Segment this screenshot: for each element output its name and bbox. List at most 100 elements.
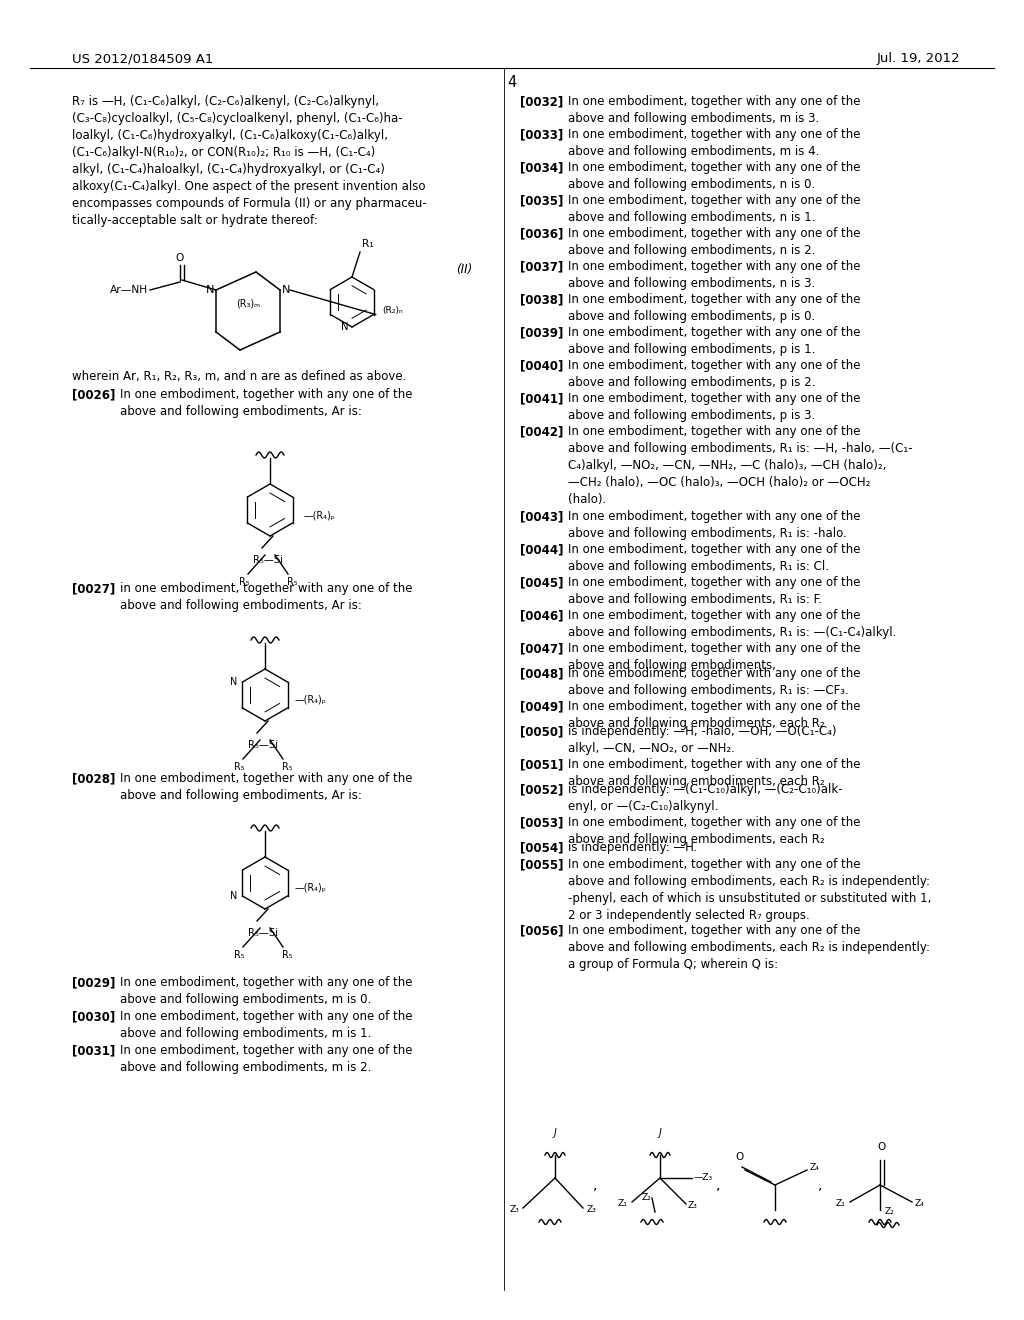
- Text: In one embodiment, together with any one of the
above and following embodiments,: In one embodiment, together with any one…: [568, 260, 860, 290]
- Text: Z₄: Z₄: [810, 1163, 820, 1172]
- Text: [0033]: [0033]: [520, 128, 563, 141]
- Text: Z₁: Z₁: [837, 1200, 846, 1209]
- Text: US 2012/0184509 A1: US 2012/0184509 A1: [72, 51, 213, 65]
- Text: [0046]: [0046]: [520, 609, 563, 622]
- Text: [0038]: [0038]: [520, 293, 563, 306]
- Text: [0053]: [0053]: [520, 816, 563, 829]
- Text: Z₃: Z₃: [688, 1201, 698, 1210]
- Text: (II): (II): [456, 263, 472, 276]
- Text: In one embodiment, together with any one of the
above and following embodiments,: In one embodiment, together with any one…: [568, 194, 860, 224]
- Text: is independently: —H, -halo, —OH, —O(C₁-C₄)
alkyl, —CN, —NO₂, or —NH₂.: is independently: —H, -halo, —OH, —O(C₁-…: [568, 725, 837, 755]
- Text: Z₃: Z₃: [587, 1205, 597, 1214]
- Text: [0037]: [0037]: [520, 260, 563, 273]
- Text: [0030]: [0030]: [72, 1010, 116, 1023]
- Text: ,: ,: [593, 1177, 597, 1192]
- Text: [0048]: [0048]: [520, 667, 563, 680]
- Text: R₇ is —H, (C₁-C₆)alkyl, (C₂-C₆)alkenyl, (C₂-C₆)alkynyl,
(C₃-C₈)cycloalkyl, (C₅-C: R₇ is —H, (C₁-C₆)alkyl, (C₂-C₆)alkenyl, …: [72, 95, 427, 227]
- Text: In one embodiment, together with any one of the
above and following embodiments,: In one embodiment, together with any one…: [568, 161, 860, 191]
- Text: In one embodiment, together with any one of the
above and following embodiments,: In one embodiment, together with any one…: [568, 667, 860, 697]
- Text: In one embodiment, together with any one of the
above and following embodiments,: In one embodiment, together with any one…: [120, 1010, 413, 1040]
- Text: [0031]: [0031]: [72, 1044, 116, 1057]
- Text: [0052]: [0052]: [520, 783, 563, 796]
- Text: In one embodiment, together with any one of the
above and following embodiments,: In one embodiment, together with any one…: [120, 772, 413, 803]
- Text: —Z₃: —Z₃: [694, 1173, 713, 1183]
- Text: [0055]: [0055]: [520, 858, 563, 871]
- Text: wherein Ar, R₁, R₂, R₃, m, and n are as defined as above.: wherein Ar, R₁, R₂, R₃, m, and n are as …: [72, 370, 407, 383]
- Text: [0044]: [0044]: [520, 543, 563, 556]
- Text: In one embodiment, together with any one of the
above and following embodiments,: In one embodiment, together with any one…: [568, 326, 860, 356]
- Text: N: N: [229, 677, 237, 686]
- Text: [0049]: [0049]: [520, 700, 563, 713]
- Text: Ar—NH: Ar—NH: [110, 285, 148, 294]
- Text: In one embodiment, together with any one of the
above and following embodiments,: In one embodiment, together with any one…: [568, 359, 860, 389]
- Text: O: O: [176, 253, 184, 263]
- Text: R₅: R₅: [287, 577, 297, 587]
- Text: ,: ,: [818, 1177, 822, 1192]
- Text: Z₂: Z₂: [885, 1208, 895, 1217]
- Text: R₅—Si: R₅—Si: [248, 928, 278, 939]
- Text: [0036]: [0036]: [520, 227, 563, 240]
- Text: In one embodiment, together with any one of the
above and following embodiments,: In one embodiment, together with any one…: [568, 425, 912, 506]
- Text: J: J: [658, 1129, 662, 1138]
- Text: Jul. 19, 2012: Jul. 19, 2012: [877, 51, 961, 65]
- Text: [0041]: [0041]: [520, 392, 563, 405]
- Text: —(R₄)ₚ: —(R₄)ₚ: [295, 883, 327, 894]
- Text: [0026]: [0026]: [72, 388, 116, 401]
- Text: [0043]: [0043]: [520, 510, 563, 523]
- Text: In one embodiment, together with any one of the
above and following embodiments,: In one embodiment, together with any one…: [568, 95, 860, 125]
- Text: [0029]: [0029]: [72, 975, 116, 989]
- Text: [0034]: [0034]: [520, 161, 563, 174]
- Text: R₁: R₁: [362, 239, 374, 249]
- Text: N: N: [229, 891, 237, 902]
- Text: In one embodiment, together with any one of the
above and following embodiments,: In one embodiment, together with any one…: [568, 392, 860, 422]
- Text: is independently: —H.: is independently: —H.: [568, 841, 697, 854]
- Text: [0032]: [0032]: [520, 95, 563, 108]
- Text: In one embodiment, together with any one of the
above and following embodiments,: In one embodiment, together with any one…: [120, 388, 413, 418]
- Text: In one embodiment, together with any one of the
above and following embodiments,: In one embodiment, together with any one…: [568, 510, 860, 540]
- Text: Z₃: Z₃: [509, 1205, 519, 1214]
- Text: O: O: [878, 1142, 886, 1152]
- Text: (R₃)ₘ: (R₃)ₘ: [236, 298, 260, 308]
- Text: R₅—Si: R₅—Si: [248, 741, 278, 750]
- Text: [0051]: [0051]: [520, 758, 563, 771]
- Text: R₅: R₅: [233, 762, 245, 772]
- Text: [0027]: [0027]: [72, 582, 116, 595]
- Text: [0040]: [0040]: [520, 359, 563, 372]
- Text: is independently: —(C₁-C₁₀)alkyl, —(C₂-C₁₀)alk-
enyl, or —(C₂-C₁₀)alkynyl.: is independently: —(C₁-C₁₀)alkyl, —(C₂-C…: [568, 783, 843, 813]
- Text: N: N: [206, 285, 214, 294]
- Text: [0056]: [0056]: [520, 924, 563, 937]
- Text: In one embodiment, together with any one of the
above and following embodiments,: In one embodiment, together with any one…: [568, 758, 860, 788]
- Text: Z₂: Z₂: [642, 1193, 652, 1203]
- Text: In one embodiment, together with any one of the
above and following embodiments,: In one embodiment, together with any one…: [120, 975, 413, 1006]
- Text: In one embodiment, together with any one of the
above and following embodiments,: In one embodiment, together with any one…: [120, 1044, 413, 1074]
- Text: N: N: [282, 285, 291, 294]
- Text: ,: ,: [716, 1177, 720, 1192]
- Text: R₅: R₅: [282, 762, 292, 772]
- Text: —(R₄)ₚ: —(R₄)ₚ: [295, 696, 327, 705]
- Text: R₅: R₅: [233, 950, 245, 960]
- Text: [0042]: [0042]: [520, 425, 563, 438]
- Text: Z₁: Z₁: [618, 1200, 628, 1209]
- Text: R₅: R₅: [239, 577, 249, 587]
- Text: N: N: [341, 322, 349, 333]
- Text: In one embodiment, together with any one of the
above and following embodiments,: In one embodiment, together with any one…: [568, 227, 860, 257]
- Text: In one embodiment, together with any one of the
above and following embodiments,: In one embodiment, together with any one…: [568, 924, 930, 972]
- Text: In one embodiment, together with any one of the
above and following embodiments,: In one embodiment, together with any one…: [568, 700, 860, 730]
- Text: [0054]: [0054]: [520, 841, 563, 854]
- Text: In one embodiment, together with any one of the
above and following embodiments,: In one embodiment, together with any one…: [568, 609, 896, 639]
- Text: R₅: R₅: [282, 950, 292, 960]
- Text: [0028]: [0028]: [72, 772, 116, 785]
- Text: 4: 4: [507, 75, 517, 90]
- Text: in one embodiment, together with any one of the
above and following embodiments,: in one embodiment, together with any one…: [120, 582, 413, 612]
- Text: In one embodiment, together with any one of the
above and following embodiments,: In one embodiment, together with any one…: [568, 576, 860, 606]
- Text: [0045]: [0045]: [520, 576, 563, 589]
- Text: [0047]: [0047]: [520, 642, 563, 655]
- Text: In one embodiment, together with any one of the
above and following embodiments,: In one embodiment, together with any one…: [568, 543, 860, 573]
- Text: [0035]: [0035]: [520, 194, 563, 207]
- Text: Z₄: Z₄: [915, 1200, 925, 1209]
- Text: In one embodiment, together with any one of the
above and following embodiments,: In one embodiment, together with any one…: [568, 128, 860, 158]
- Text: In one embodiment, together with any one of the
above and following embodiments,: In one embodiment, together with any one…: [568, 858, 932, 921]
- Text: O: O: [735, 1152, 743, 1162]
- Text: In one embodiment, together with any one of the
above and following embodiments,: In one embodiment, together with any one…: [568, 816, 860, 846]
- Text: [0050]: [0050]: [520, 725, 563, 738]
